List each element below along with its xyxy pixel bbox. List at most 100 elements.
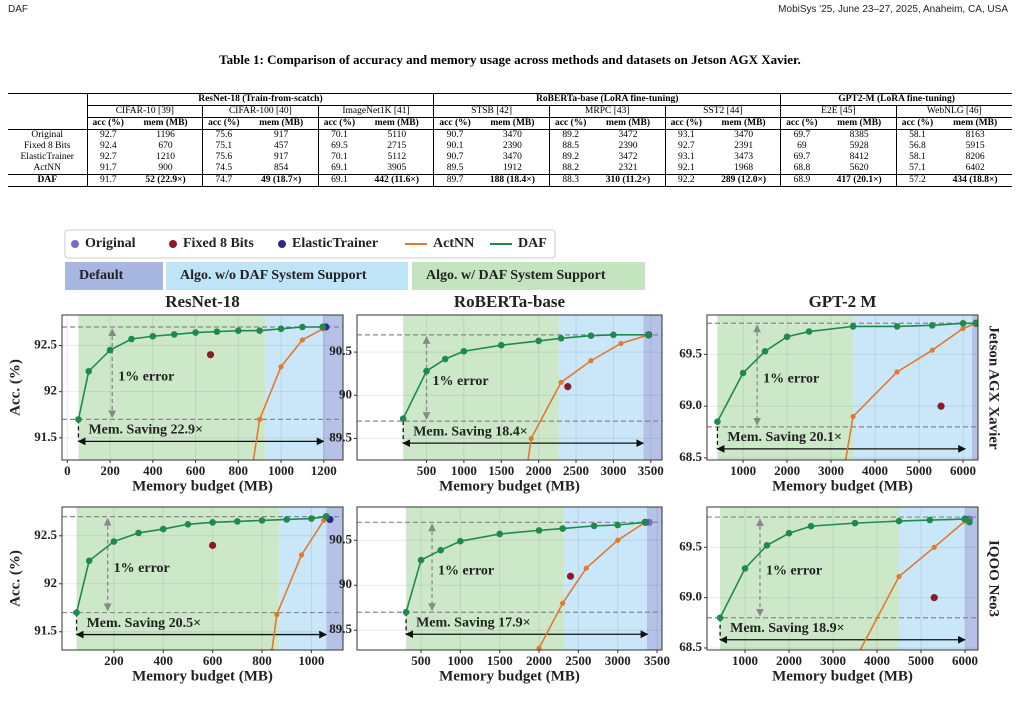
table-cell: ActNN [33, 163, 61, 173]
table-cell: 69.1 [317, 163, 361, 175]
table-cell: mem (MB) [475, 117, 550, 130]
table-cell: 188 (18.4×) [475, 174, 550, 187]
data-point [460, 347, 468, 355]
data-point [496, 530, 504, 538]
chart-title: GPT-2 M [809, 292, 877, 311]
series-line [405, 521, 646, 613]
running-head: MobiSys '25, June 23–27, 2025, Anaheim, … [778, 4, 1008, 15]
x-tick-label: 400 [143, 463, 163, 478]
table-cell: mem (MB) [822, 117, 897, 130]
legend-label: Default [79, 268, 124, 283]
legend-label: Algo. w/ DAF System Support [426, 268, 606, 283]
data-point [931, 544, 937, 550]
running-head: DAF [8, 4, 28, 15]
table-cell: 70.1 [317, 129, 361, 141]
table-cell: mem (MB) [938, 117, 1012, 130]
table-cell: 2390 [502, 141, 522, 151]
data-point [559, 525, 566, 532]
table-cell: 69.7 [780, 152, 823, 163]
annotation: Mem. Saving 18.9× [730, 621, 845, 636]
data-point [587, 332, 595, 340]
x-tick-label: 1000 [447, 653, 473, 668]
table-cell: 75.6 [202, 152, 245, 163]
data-point [258, 517, 266, 524]
row-label: Jetson AGX Xavier [986, 325, 1002, 449]
data-point [170, 331, 178, 338]
table-cell [8, 94, 87, 106]
table-cell: 90.7 [433, 129, 476, 141]
legend-label: ActNN [433, 236, 474, 251]
data-point [894, 369, 900, 375]
data-point [615, 537, 621, 543]
y-tick-label: 90 [339, 576, 352, 591]
legend-marker [71, 240, 79, 248]
table-cell: 89.7 [433, 174, 476, 187]
table-row: Fixed 8 Bits 92.4 670 75.1 457 69.5 2715 90.1 23… [8, 141, 1012, 152]
table-cell: 5928 [849, 141, 869, 151]
x-tick-label: 3000 [600, 463, 626, 478]
data-point [716, 614, 724, 622]
data-point [928, 322, 936, 329]
data-point [761, 347, 769, 355]
x-axis-label: Memory budget (MB) [132, 478, 273, 494]
plot-area [357, 507, 662, 650]
table-cell: 92.4 [86, 141, 129, 152]
data-point [128, 335, 135, 343]
table-cell [8, 117, 87, 130]
y-tick-label: 68.5 [679, 449, 702, 464]
table-cell: 57.2 [895, 174, 939, 187]
plot-frame [61, 506, 344, 651]
y-axis-label: Acc. (%) [7, 550, 23, 607]
table-cell: 88.3 [548, 174, 592, 187]
data-point [558, 379, 564, 385]
legend-marker [169, 240, 177, 248]
data-point [588, 358, 594, 364]
data-point [319, 323, 327, 331]
data-point [308, 515, 315, 522]
table-cell: 56.8 [895, 141, 939, 152]
data-point [807, 522, 815, 530]
annotation: 1% error [433, 374, 489, 389]
data-point [75, 416, 82, 423]
data-point [930, 594, 938, 602]
plot-frame [356, 314, 663, 461]
table-cell: 88.5 [548, 141, 592, 152]
annotation: Mem. Saving 20.1× [727, 430, 842, 445]
table-cell: ResNet-18 (Train-from-scatch) [86, 93, 434, 106]
data-point [423, 367, 430, 375]
plot-area [62, 315, 343, 460]
x-axis-label: Memory budget (MB) [772, 668, 913, 684]
data-point [234, 518, 241, 525]
annotation: Mem. Saving 20.5× [87, 616, 202, 631]
x-axis-label: Memory budget (MB) [439, 478, 580, 494]
table-cell: 289 (12.0×) [707, 174, 781, 187]
legend-swatch [65, 262, 163, 290]
table-cell: 93.1 [664, 129, 708, 141]
table-cell: acc (%) [895, 117, 939, 130]
x-tick-label: 500 [417, 463, 437, 478]
table-cell: 92.7 [664, 141, 708, 152]
data-point [614, 521, 622, 529]
region [646, 507, 662, 650]
table-cell: 5620 [849, 163, 869, 173]
table-cell: 68.9 [780, 174, 823, 187]
plot-frame [706, 506, 979, 651]
data-point [805, 328, 813, 335]
legend-swatch [412, 262, 645, 290]
table-cell: Fixed 8 Bits [24, 141, 71, 151]
table-cell: 5110 [387, 130, 407, 140]
table-cell: 74.5 [202, 163, 245, 175]
data-point [149, 332, 157, 340]
table-cell: 74.7 [202, 174, 245, 187]
table-cell: 57.1 [895, 163, 939, 175]
y-tick-label: 91.5 [34, 623, 57, 638]
y-axis-label: Acc. (%) [7, 359, 23, 416]
data-point [610, 331, 617, 339]
x-tick-label: 3500 [644, 653, 670, 668]
table-caption: Table 1: Comparison of accuracy and memo… [219, 52, 801, 67]
data-point [184, 520, 192, 528]
table-cell: acc (%) [202, 117, 245, 130]
data-point [457, 537, 464, 545]
table-cell: 52 (22.9×) [129, 174, 203, 187]
data-point [85, 368, 93, 375]
